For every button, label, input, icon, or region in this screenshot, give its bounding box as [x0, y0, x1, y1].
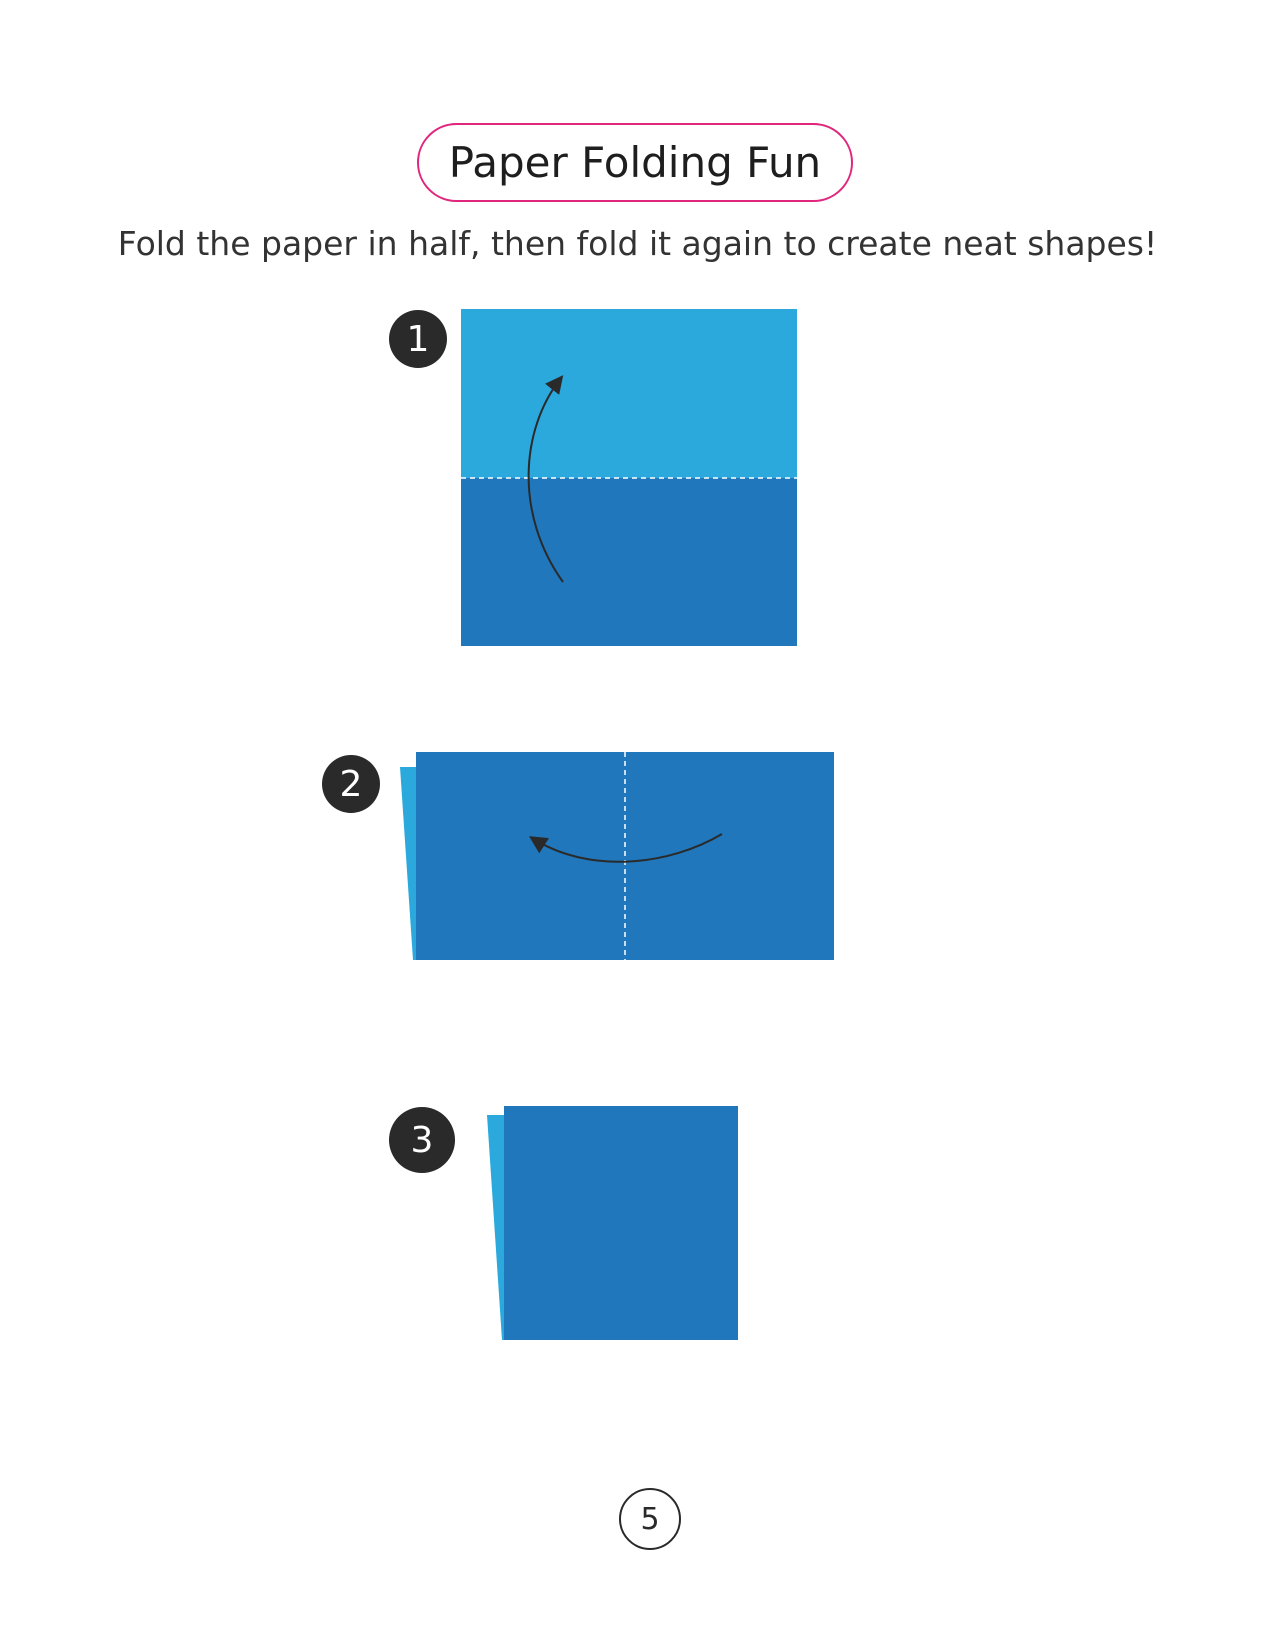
title-pill: Paper Folding Fun — [417, 123, 853, 202]
page-number: 5 — [619, 1488, 681, 1550]
step3-back-layer — [487, 1115, 504, 1340]
step-2-badge: 2 — [322, 755, 380, 813]
step1-top-half — [461, 309, 797, 478]
step-1-badge: 1 — [389, 310, 447, 368]
page-title: Paper Folding Fun — [448, 138, 822, 187]
step3-paper — [487, 1106, 738, 1340]
step2-back-layer — [400, 767, 416, 960]
step3-front-layer — [504, 1106, 738, 1340]
step-3-badge: 3 — [389, 1107, 455, 1173]
step1-fold-arrow — [527, 375, 564, 583]
step1-bottom-half — [461, 478, 797, 646]
step2-fold-arrow — [528, 833, 723, 863]
step1-paper — [461, 309, 797, 646]
instruction-text: Fold the paper in half, then fold it aga… — [117, 224, 1158, 263]
step2-paper — [400, 752, 834, 960]
